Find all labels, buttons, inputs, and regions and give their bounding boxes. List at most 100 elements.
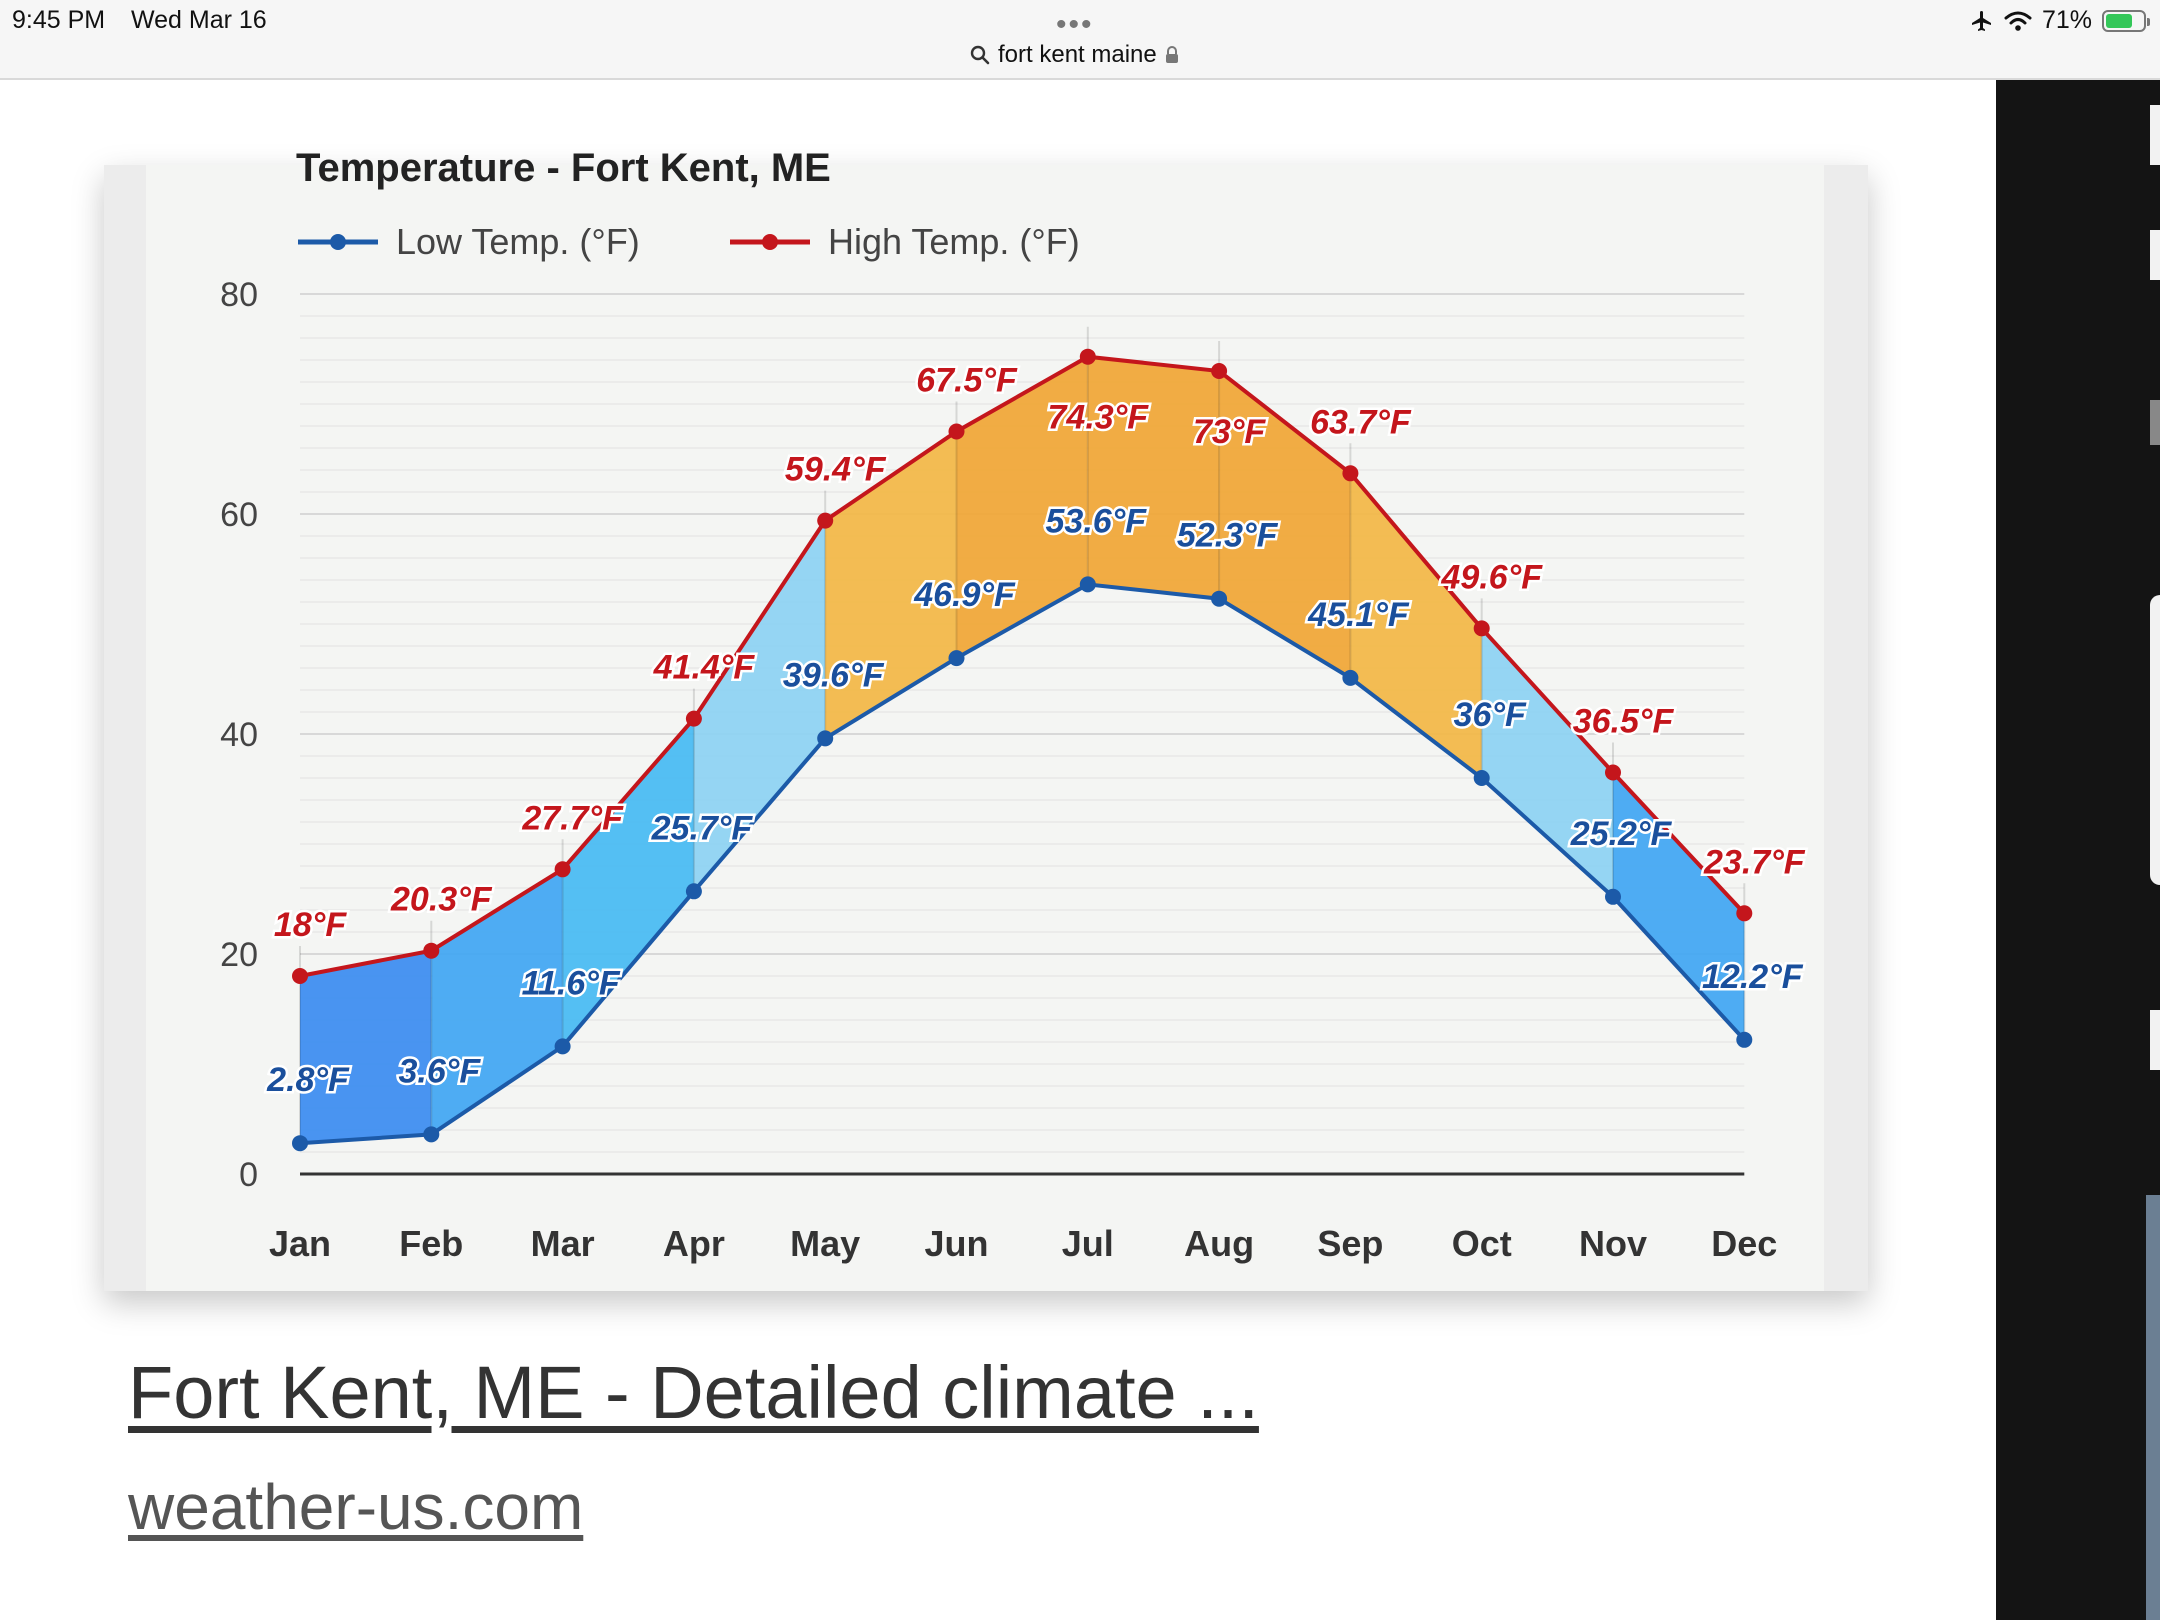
high-temp-legend-marker bbox=[762, 234, 778, 250]
battery-icon bbox=[2102, 9, 2150, 32]
low-temp-label: 53.6°F bbox=[1046, 502, 1148, 540]
lock-icon bbox=[1165, 46, 1178, 63]
address-text: fort kent maine bbox=[998, 41, 1157, 68]
more-dots-icon[interactable]: ••• bbox=[1056, 8, 1094, 41]
low-temp-legend-label: Low Temp. (°F) bbox=[396, 221, 640, 262]
x-tick-label: Nov bbox=[1579, 1223, 1647, 1264]
low-temp-label: 36°F bbox=[1454, 696, 1527, 734]
x-tick-label: May bbox=[790, 1223, 860, 1264]
high-temp-legend-label: High Temp. (°F) bbox=[828, 221, 1080, 262]
high-temp-point bbox=[423, 942, 440, 959]
status-bar: 9:45 PM Wed Mar 16 ••• fort kent maine 7… bbox=[0, 0, 2160, 80]
status-date: Wed Mar 16 bbox=[131, 6, 267, 34]
y-tick-label: 40 bbox=[220, 716, 258, 754]
status-indicators: 71% bbox=[1970, 6, 2150, 35]
battery-percent: 71% bbox=[2041, 6, 2092, 34]
low-temp-point bbox=[423, 1126, 440, 1143]
cut-off-text bbox=[2150, 400, 2160, 445]
temperature-band bbox=[1613, 772, 1745, 1040]
high-temp-point bbox=[292, 968, 308, 984]
low-temp-point bbox=[1473, 770, 1490, 786]
high-temp-point bbox=[1473, 620, 1490, 637]
low-temp-label: 52.3°F bbox=[1177, 517, 1279, 555]
low-temp-legend-marker bbox=[330, 234, 346, 250]
x-tick-label: Oct bbox=[1452, 1223, 1512, 1264]
temperature-band bbox=[1481, 628, 1613, 897]
y-tick-label: 80 bbox=[220, 276, 258, 314]
high-temp-point bbox=[554, 861, 571, 878]
high-temp-line bbox=[299, 354, 1746, 978]
x-tick-label: Aug bbox=[1184, 1223, 1254, 1264]
high-temp-point bbox=[685, 710, 702, 727]
high-temp-label: 27.7°F bbox=[521, 799, 624, 837]
high-temp-label: 23.7°F bbox=[1703, 843, 1806, 881]
low-temp-label: 46.9°F bbox=[913, 576, 1016, 614]
low-temp-line bbox=[299, 582, 1746, 1146]
temperature-band bbox=[825, 431, 957, 739]
high-temp-label: 67.5°F bbox=[916, 362, 1018, 400]
airplane-icon bbox=[1971, 10, 1991, 31]
high-temp-point bbox=[1605, 764, 1621, 781]
low-temp-point bbox=[1605, 888, 1621, 905]
low-temp-label: 3.6°F bbox=[398, 1052, 481, 1090]
low-temp-label: 39.6°F bbox=[783, 656, 885, 694]
cut-off-text bbox=[2150, 1010, 2160, 1070]
low-temp-point bbox=[1342, 669, 1359, 686]
low-temp-point bbox=[1736, 1031, 1753, 1048]
high-temp-point bbox=[948, 423, 965, 440]
high-temp-label: 41.4°F bbox=[653, 649, 756, 687]
high-temp-point bbox=[1211, 363, 1228, 379]
wifi-icon bbox=[2004, 11, 2032, 31]
x-tick-label: Jan bbox=[269, 1223, 331, 1264]
chart-title: Temperature - Fort Kent, ME bbox=[296, 146, 831, 190]
x-tick-label: Jul bbox=[1062, 1223, 1114, 1264]
high-temp-point bbox=[817, 512, 834, 529]
high-temp-point bbox=[1342, 465, 1359, 482]
low-temp-label: 45.1°F bbox=[1307, 596, 1410, 634]
x-tick-label: Jun bbox=[924, 1223, 988, 1264]
search-icon bbox=[970, 45, 990, 65]
temperature-band bbox=[562, 718, 694, 1047]
result-title-link[interactable]: Fort Kent, ME - Detailed climate ... bbox=[128, 1351, 1259, 1434]
x-tick-label: Sep bbox=[1317, 1223, 1383, 1264]
high-temp-point bbox=[1079, 348, 1096, 365]
address-bar[interactable]: fort kent maine bbox=[970, 40, 1179, 70]
high-temp-label: 74.3°F bbox=[1048, 399, 1150, 437]
low-temp-point bbox=[685, 883, 702, 900]
high-temp-label: 59.4°F bbox=[785, 451, 887, 489]
low-temp-point bbox=[292, 1135, 308, 1152]
low-temp-point bbox=[1211, 590, 1228, 607]
low-temp-label: 25.7°F bbox=[651, 809, 754, 847]
temperature-chart: 18°F 20.3°F 27.7°F 41.4°F 59.4°F 67.5°F 74.3°F… bbox=[220, 221, 1808, 1264]
next-result-thumbnail[interactable] bbox=[2146, 1195, 2160, 1620]
cut-off-button bbox=[2150, 595, 2160, 885]
temperature-band bbox=[956, 356, 1088, 659]
y-tick-label: 60 bbox=[220, 496, 258, 534]
high-temp-label: 49.6°F bbox=[1440, 558, 1543, 596]
x-tick-label: Dec bbox=[1711, 1223, 1777, 1264]
temperature-band bbox=[300, 950, 432, 1144]
high-temp-label: 18°F bbox=[274, 906, 347, 944]
y-tick-label: 0 bbox=[239, 1156, 258, 1194]
low-temp-label: 25.2°F bbox=[1570, 815, 1673, 853]
temperature-band bbox=[1087, 356, 1220, 599]
low-temp-label: 11.6°F bbox=[522, 964, 621, 1002]
y-tick-label: 20 bbox=[220, 936, 258, 974]
status-time: 9:45 PM bbox=[12, 6, 106, 34]
low-temp-point bbox=[817, 730, 834, 747]
low-temp-label: 2.8°F bbox=[266, 1061, 350, 1099]
high-temp-point bbox=[1736, 905, 1753, 922]
low-temp-point bbox=[948, 650, 965, 667]
next-result-panel[interactable] bbox=[1996, 80, 2160, 1620]
high-temp-label: 36.5°F bbox=[1573, 703, 1675, 741]
x-tick-label: Apr bbox=[663, 1223, 725, 1264]
high-temp-label: 63.7°F bbox=[1310, 403, 1412, 441]
low-temp-point bbox=[1079, 576, 1096, 593]
cut-off-text bbox=[2150, 230, 2160, 280]
low-temp-point bbox=[554, 1038, 571, 1055]
result-source-link[interactable]: weather-us.com bbox=[128, 1471, 584, 1543]
high-temp-label: 20.3°F bbox=[390, 881, 493, 919]
cut-off-text bbox=[2150, 105, 2160, 165]
x-tick-label: Feb bbox=[399, 1223, 463, 1264]
low-temp-label: 12.2°F bbox=[1702, 958, 1804, 996]
